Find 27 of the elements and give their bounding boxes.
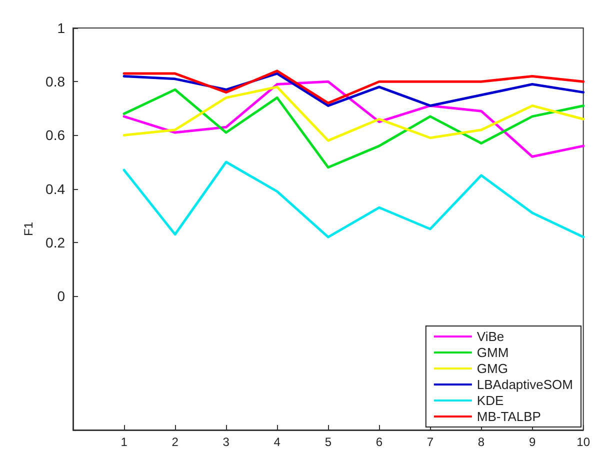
line-series xyxy=(122,86,585,142)
y-tick-label: 0.6 xyxy=(46,127,66,144)
x-tick-label: 2 xyxy=(172,435,179,449)
x-tick-label: 8 xyxy=(478,435,485,449)
y-axis-title: F1 xyxy=(22,222,36,236)
x-tick-label: 10 xyxy=(576,435,590,449)
line-series xyxy=(122,80,585,158)
y-tick-label: 1 xyxy=(57,20,66,36)
x-tick-label: 4 xyxy=(274,435,281,449)
x-tick-label: 5 xyxy=(324,435,332,449)
line-series xyxy=(122,88,585,169)
legend-label: ViBe xyxy=(476,329,504,344)
legend-label: LBAdaptiveSOM xyxy=(476,377,574,392)
x-tick-label: 1 xyxy=(120,435,128,449)
x-tick-label: 7 xyxy=(426,435,434,449)
line-series xyxy=(122,160,585,238)
y-tick-label: 0 xyxy=(57,288,66,304)
y-tick-label: 0.4 xyxy=(46,180,66,197)
y-tick-label: 0.8 xyxy=(46,74,66,90)
legend-label: KDE xyxy=(476,393,504,408)
x-tick-label: 6 xyxy=(376,435,383,449)
y-tick-label: 0.2 xyxy=(46,234,66,250)
legend-label: GMG xyxy=(476,361,508,376)
x-tick-label: 3 xyxy=(222,435,230,449)
legend-label: GMM xyxy=(476,345,509,360)
x-tick-label: 9 xyxy=(528,435,536,449)
legend-label: MB-TALBP xyxy=(476,409,541,424)
